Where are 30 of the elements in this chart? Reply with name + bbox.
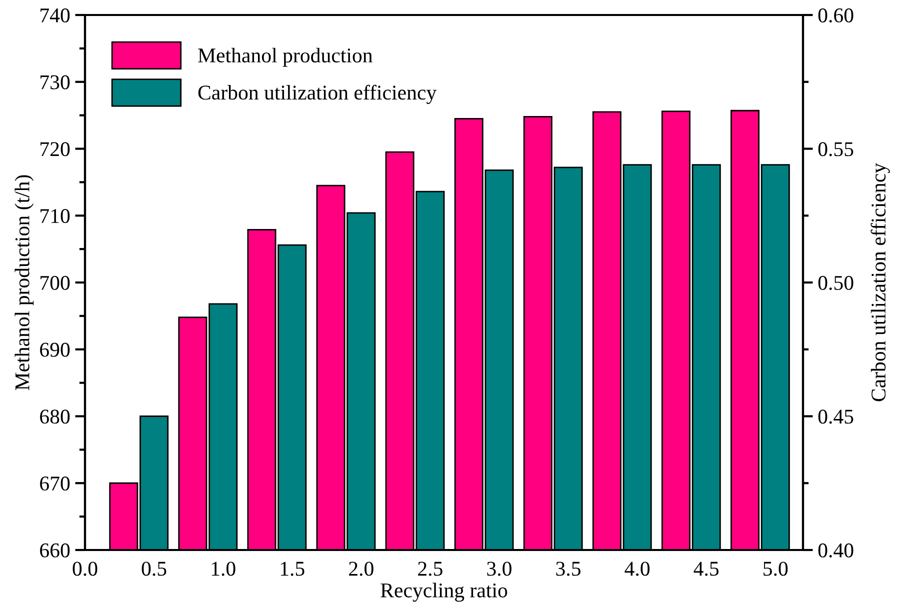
y2-tick-label: 0.50	[818, 276, 854, 290]
y-axis-title: Methanol production (t/h)	[14, 175, 34, 390]
x-tick-label: 1.0	[212, 562, 236, 576]
y2-tick-label: 0.60	[818, 8, 854, 23]
y-tick-label: 670	[40, 476, 70, 491]
y2-tick-label: 0.45	[818, 410, 854, 424]
y-tick-label: 690	[40, 342, 70, 357]
y-tick-label: 720	[40, 142, 70, 156]
y2-axis-title: Carbon utilization efficiency	[870, 163, 890, 402]
x-tick-label: 0.0	[72, 562, 98, 576]
x-tick-label: 2.0	[349, 562, 374, 576]
x-tick-label: 3.5	[556, 562, 580, 576]
x-tick-label: 4.5	[694, 562, 719, 576]
y2-tick-label: 0.40	[818, 543, 854, 558]
y-tick-label: 660	[40, 543, 70, 558]
legend-label: Carbon utilization efficiency	[198, 84, 437, 104]
y-tick-label: 740	[40, 8, 70, 22]
x-tick-label: 2.5	[418, 562, 442, 576]
y-tick-label: 700	[40, 276, 70, 290]
x-tick-label: 0.5	[142, 562, 166, 576]
y2-tick-label: 0.55	[818, 142, 854, 156]
legend-label: Methanol production	[198, 48, 372, 67]
y-tick-label: 680	[40, 410, 70, 424]
y-tick-label: 710	[40, 209, 70, 224]
x-tick-label: 4.0	[624, 562, 650, 576]
y-tick-label: 730	[40, 75, 70, 90]
x-tick-label: 5.0	[764, 562, 788, 576]
x-axis-title: Recycling ratio	[380, 582, 508, 602]
x-tick-label: 3.0	[487, 562, 512, 576]
x-tick-label: 1.5	[280, 562, 304, 576]
